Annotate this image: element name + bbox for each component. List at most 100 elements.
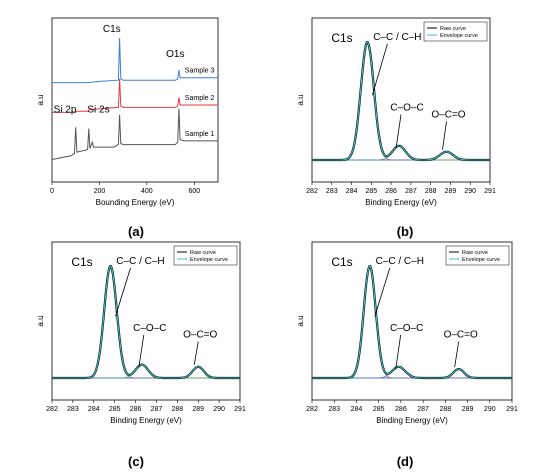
- arrow-oco: [442, 121, 447, 150]
- x-tick-label: 282: [306, 188, 318, 195]
- annotation-c1s: C1s: [71, 255, 92, 269]
- panel-c: 282 283 284 285 286 287 288 289 290 291 Binding En…: [36, 241, 246, 469]
- peak-label-oco: O–C=O: [444, 330, 478, 341]
- x-tick-label: 287: [417, 406, 429, 413]
- series-label: Sample 3: [185, 68, 215, 75]
- x-tick-label: 291: [484, 188, 496, 195]
- component-peak-1: [312, 41, 490, 161]
- x-tick-label: 282: [306, 406, 318, 413]
- x-tick-label: 600: [188, 188, 200, 195]
- envelope-curve: [312, 265, 512, 379]
- x-axis-label: Binding Energy (eV): [365, 198, 437, 207]
- legend-entry: Raw curve: [440, 26, 466, 32]
- x-tick-label: 288: [439, 406, 451, 413]
- arrow-oco: [454, 341, 460, 368]
- arrow-cc-ch: [374, 267, 391, 317]
- x-axis-label: Bounding Energy (eV): [96, 198, 175, 207]
- legend-box: [423, 21, 488, 42]
- peak-label-cc-ch: C–C / C–H: [373, 32, 421, 43]
- raw-curve: [312, 41, 490, 162]
- y-axis-label: a.u: [296, 315, 305, 326]
- x-tick-label: 286: [395, 406, 407, 413]
- panel-label: (b): [397, 224, 414, 239]
- series-line-sample-2: [52, 78, 218, 113]
- legend-entry: Raw curve: [190, 250, 216, 256]
- annotation-si2p: Si 2p: [54, 104, 77, 115]
- legend-box: [445, 245, 510, 266]
- annotation-si2s: Si 2s: [87, 104, 109, 115]
- envelope-curve: [312, 41, 490, 161]
- x-tick-label: 285: [109, 406, 121, 413]
- x-tick-label: 290: [464, 188, 476, 195]
- x-tick-label: 290: [484, 406, 496, 413]
- arrow-coc: [395, 334, 402, 370]
- x-tick-label: 284: [346, 188, 358, 195]
- x-tick-label: 283: [67, 406, 79, 413]
- peak-label-coc: C–O–C: [133, 323, 166, 334]
- annotation-c1s: C1s: [331, 31, 352, 45]
- x-tick-label: 284: [351, 406, 363, 413]
- annotation-c1s: C1s: [331, 255, 352, 269]
- x-tick-label: 289: [445, 188, 457, 195]
- y-axis-label: a.u: [36, 94, 45, 105]
- x-tick-label: 400: [141, 188, 153, 195]
- y-axis-label: a.u: [296, 94, 305, 105]
- component-peak-2: [312, 145, 490, 161]
- x-tick-label: 200: [94, 188, 106, 195]
- arrow-cc-ch: [371, 43, 388, 96]
- x-tick-label: 289: [192, 406, 204, 413]
- legend-box: [173, 245, 238, 266]
- peak-label-coc: C–O–C: [390, 102, 423, 113]
- x-tick-label: 0: [50, 188, 54, 195]
- legend-entry: Envelope curve: [190, 257, 228, 263]
- plot-frame: [51, 241, 241, 401]
- x-tick-label: 285: [373, 406, 385, 413]
- series-line-sample-3: [52, 37, 218, 84]
- series-label: Sample 1: [185, 131, 215, 138]
- x-tick-label: 284: [88, 406, 100, 413]
- x-axis-label: Binding Energy (eV): [376, 416, 448, 425]
- x-tick-label: 291: [506, 406, 518, 413]
- arrow-coc: [395, 114, 402, 149]
- arrow-cc-ch: [115, 267, 131, 317]
- x-tick-label: 288: [425, 188, 437, 195]
- x-tick-label: 290: [213, 406, 225, 413]
- legend-entry: Envelope curve: [462, 257, 500, 263]
- x-tick-label: 285: [365, 188, 377, 195]
- peak-label-cc-ch: C–C / C–H: [376, 256, 424, 267]
- legend-entry: Envelope curve: [440, 33, 478, 39]
- x-tick-label: 288: [171, 406, 183, 413]
- x-tick-label: 286: [385, 188, 397, 195]
- x-axis-label: Binding Energy (eV): [110, 416, 182, 425]
- peak-label-oco: O–C=O: [183, 330, 217, 341]
- series-label: Sample 2: [185, 95, 215, 102]
- panel-a: 0 200 400 600 Bounding Energy (eV) a.u (a) Samp…: [36, 17, 219, 239]
- y-axis-label: a.u: [36, 315, 45, 326]
- peak-label-oco: O–C=O: [431, 110, 465, 121]
- x-tick-label: 286: [130, 406, 142, 413]
- x-tick-label: 289: [462, 406, 474, 413]
- x-tick-label: 287: [405, 188, 417, 195]
- x-tick-label: 283: [328, 406, 340, 413]
- panel-d: 282 283 284 285 286 287 288 289 290 291 Binding En…: [296, 241, 518, 469]
- envelope-curve: [52, 265, 240, 379]
- x-tick-label: 283: [326, 188, 338, 195]
- panel-label: (a): [128, 224, 144, 239]
- plot-frame: [311, 241, 513, 401]
- peak-label-cc-ch: C–C / C–H: [116, 256, 164, 267]
- annotation-o1s: O1s: [166, 49, 184, 60]
- panel-label: (d): [397, 454, 414, 469]
- arrow-coc: [138, 334, 145, 368]
- panel-b: 282 283 284 285 286 287 288 289 290 291 Binding En…: [296, 17, 496, 239]
- annotation-c1s: C1s: [103, 24, 121, 35]
- x-tick-label: 287: [151, 406, 163, 413]
- plot-frame: [51, 17, 219, 183]
- peak-label-coc: C–O–C: [390, 323, 423, 334]
- arrow-oco: [193, 341, 199, 365]
- series-line-sample-1: [51, 108, 218, 160]
- legend-entry: Raw curve: [462, 250, 488, 256]
- panel-label: (c): [128, 454, 144, 469]
- x-tick-label: 291: [234, 406, 246, 413]
- plot-frame: [311, 17, 491, 183]
